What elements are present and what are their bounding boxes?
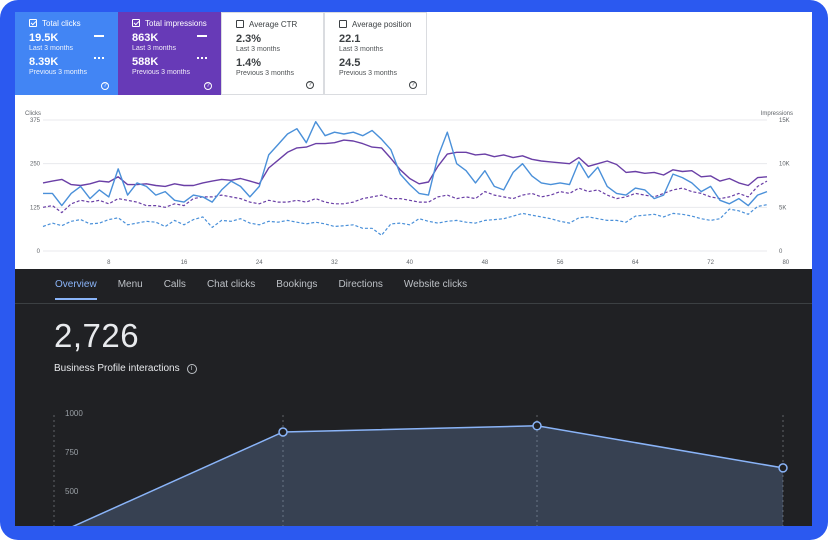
card-value-previous: 8.39K [29, 56, 59, 68]
x-tick-label: 48 [482, 260, 489, 266]
data-point[interactable] [278, 427, 288, 437]
x-tick-label: 32 [331, 260, 338, 266]
tab-menu[interactable]: Menu [117, 279, 143, 290]
tab-chat-clicks[interactable]: Chat clicks [206, 279, 256, 290]
series-line-clicks-prev [42, 180, 768, 214]
x-tick-label: 40 [406, 260, 413, 266]
business-profile-panel: Overview Menu Calls Chat clicks Bookings Dire… [15, 269, 812, 526]
average-position-card[interactable]: Average position 22.1 Last 3 months 24.5… [324, 12, 427, 95]
data-point[interactable] [778, 463, 788, 473]
tab-bookings[interactable]: Bookings [276, 279, 318, 290]
interactions-chart: 1000750500250 [53, 409, 788, 526]
card-value: 19.5K [29, 32, 59, 44]
chart-grid [43, 119, 767, 252]
card-label: Average position [352, 19, 412, 29]
checkbox-unchecked-icon[interactable] [236, 20, 244, 28]
solid-line-legend-icon [197, 35, 207, 37]
total-impressions-card[interactable]: Total impressions 863K Last 3 months 588… [118, 12, 221, 95]
x-tick-label: 64 [632, 260, 639, 266]
card-value: 2.3% [236, 33, 262, 45]
series-line-impressions-last [42, 139, 768, 188]
y-tick-label: 375 [30, 118, 41, 124]
y2-tick-label: 0 [779, 249, 783, 255]
checkbox-checked-icon[interactable] [29, 19, 37, 27]
y-tick-label: 250 [30, 162, 41, 168]
area-fill [54, 425, 783, 526]
help-icon[interactable]: ? [409, 81, 417, 89]
y-tick-label: 125 [30, 205, 41, 211]
y2-tick-label: 15K [779, 118, 790, 124]
card-value: 863K [132, 32, 159, 44]
interactions-label: Business Profile interactions i [54, 363, 197, 374]
card-period-previous: Previous 3 months [132, 69, 190, 76]
card-value-previous: 1.4% [236, 57, 262, 69]
x-tick-label: 72 [707, 260, 714, 266]
card-period-previous: Previous 3 months [29, 69, 87, 76]
y2-axis-label: Impressions [761, 111, 793, 117]
y-tick-label: 1000 [65, 409, 83, 418]
chart-ticks: 37515K25010K1255K00816243240485664728088 [30, 118, 790, 266]
card-period: Last 3 months [132, 45, 176, 52]
series-line-impressions-prev [42, 204, 768, 236]
card-label: Average CTR [249, 19, 298, 29]
chart-series [42, 121, 768, 236]
info-icon[interactable]: i [186, 363, 197, 374]
x-tick-label: 16 [181, 260, 188, 266]
total-clicks-card[interactable]: Total clicks 19.5K Last 3 months 8.39K P… [15, 12, 118, 95]
y-tick-label: 750 [65, 448, 79, 457]
average-ctr-card[interactable]: Average CTR 2.3% Last 3 months 1.4% Prev… [221, 12, 324, 95]
x-tick-label: 56 [557, 260, 564, 266]
tab-calls[interactable]: Calls [163, 279, 186, 290]
app-window: Total clicks 19.5K Last 3 months 8.39K P… [15, 12, 812, 526]
x-tick-label: 80 [782, 260, 789, 266]
card-value-previous: 24.5 [339, 57, 361, 69]
dashed-line-legend-icon [197, 57, 207, 59]
data-point[interactable] [532, 421, 542, 431]
tab-directions[interactable]: Directions [338, 279, 383, 290]
dashed-line-legend-icon [94, 57, 104, 59]
help-icon[interactable]: ? [101, 82, 109, 90]
tab-overview[interactable]: Overview [55, 279, 97, 300]
y2-tick-label: 10K [779, 162, 790, 168]
chart-area [54, 421, 788, 526]
x-tick-label: 8 [107, 260, 111, 266]
x-tick-label: 24 [256, 260, 263, 266]
interaction-tabs: Overview Menu Calls Chat clicks Bookings Dire… [55, 279, 488, 300]
checkbox-unchecked-icon[interactable] [339, 20, 347, 28]
y2-tick-label: 5K [779, 205, 786, 211]
help-icon[interactable]: ? [306, 81, 314, 89]
tab-website-clicks[interactable]: Website clicks [403, 279, 468, 290]
card-period-previous: Previous 3 months [339, 70, 397, 77]
y-tick-label: 500 [65, 487, 79, 496]
series-line [72, 425, 784, 526]
card-period: Last 3 months [339, 46, 383, 53]
interactions-total: 2,726 [54, 317, 140, 354]
solid-line-legend-icon [94, 35, 104, 37]
card-value: 22.1 [339, 33, 361, 45]
card-value-previous: 588K [132, 56, 159, 68]
card-period: Last 3 months [236, 46, 280, 53]
checkbox-checked-icon[interactable] [132, 19, 140, 27]
card-period: Last 3 months [29, 45, 73, 52]
card-label: Total impressions [145, 18, 207, 28]
performance-chart: Clicks Impressions 375 15K 250 10K 125 5K 0 0 8 1… [25, 111, 793, 266]
card-period-previous: Previous 3 months [236, 70, 294, 77]
card-label: Total clicks [42, 18, 81, 28]
series-line-clicks-last [43, 121, 768, 207]
tab-divider [15, 303, 812, 304]
help-icon[interactable]: ? [204, 82, 212, 90]
y-axis-label: Clicks [25, 111, 41, 117]
metric-cards: Total clicks 19.5K Last 3 months 8.39K P… [15, 12, 427, 95]
interactions-label-text: Business Profile interactions [54, 363, 180, 374]
y-tick-label: 0 [37, 249, 41, 255]
